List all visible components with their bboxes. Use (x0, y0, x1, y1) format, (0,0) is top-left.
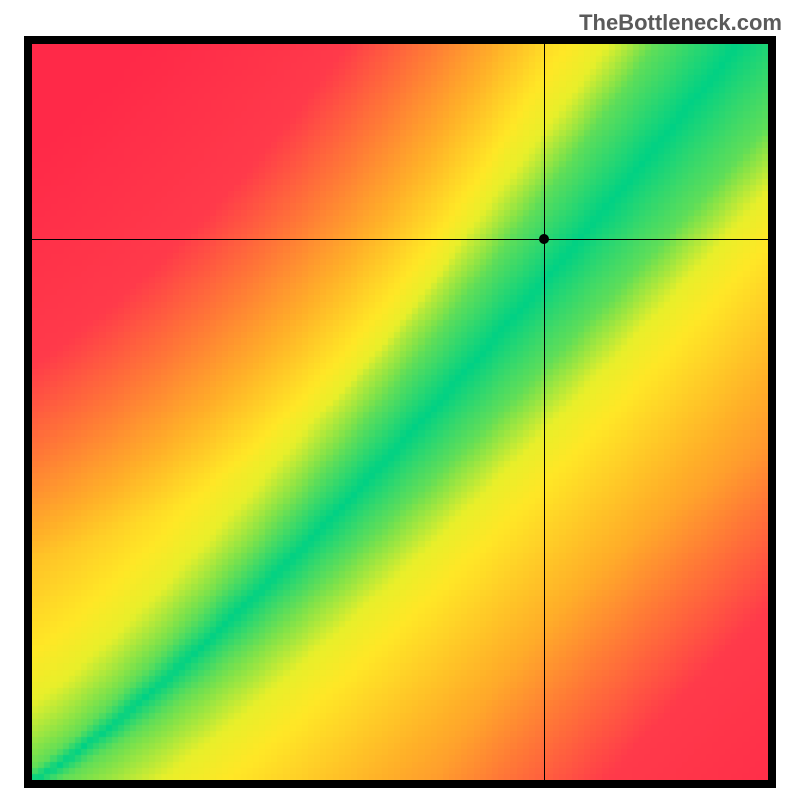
crosshair-marker (539, 234, 549, 244)
crosshair-vertical (544, 44, 545, 780)
crosshair-horizontal (32, 239, 768, 240)
watermark-text: TheBottleneck.com (579, 10, 782, 36)
heatmap-canvas (32, 44, 768, 780)
chart-frame (24, 36, 776, 788)
